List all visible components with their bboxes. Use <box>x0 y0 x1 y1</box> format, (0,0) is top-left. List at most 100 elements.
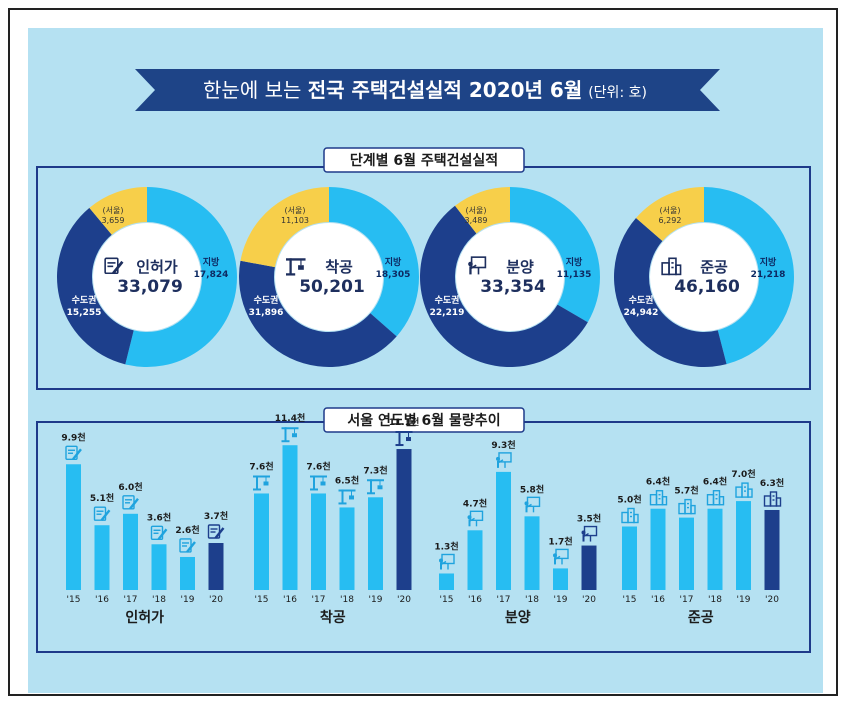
bar-value-label: 6.4천 <box>703 477 727 488</box>
icon-part <box>655 490 664 506</box>
label-metro-value: 31,896 <box>249 308 284 318</box>
icon-part <box>439 558 443 563</box>
bar <box>764 509 780 590</box>
label-regional-value: 17,824 <box>194 270 229 280</box>
section1-title-box <box>323 147 525 173</box>
bar-value-label: 6.5천 <box>335 475 359 486</box>
x-tick-label: '17 <box>312 595 326 605</box>
presenter-board-icon <box>524 496 541 513</box>
banner-text: 한눈에 보는 전국 주택건설실적 2020년 6월 (단위: 호) <box>203 78 647 102</box>
icon-part <box>649 494 658 506</box>
icon-part <box>470 264 477 270</box>
bar-value-label: 6.4천 <box>646 477 670 488</box>
x-tick-label: '20 <box>397 595 411 605</box>
bar-value-label: 7.6천 <box>249 461 273 472</box>
slice-regional <box>125 187 237 367</box>
crane-icon <box>253 475 270 491</box>
presenter-board-icon <box>553 548 569 565</box>
bar-group-title: 준공 <box>688 610 714 626</box>
slice-seoul <box>240 187 329 268</box>
icon-part <box>684 498 692 515</box>
donut-total: 33,354 <box>480 277 546 297</box>
banner-prefix: 한눈에 보는 <box>203 78 308 102</box>
x-tick-label: '18 <box>340 595 354 605</box>
slice-regional <box>510 187 601 323</box>
bar <box>524 516 540 590</box>
label-metro-value: 15,255 <box>67 308 102 318</box>
slice-metro <box>420 205 588 367</box>
crane-icon <box>310 475 327 491</box>
x-tick-label: '17 <box>124 595 138 605</box>
label-regional-name: 지방 <box>760 256 777 268</box>
donut-hole <box>93 223 201 331</box>
icon-part <box>298 265 304 270</box>
bar-group-title: 인허가 <box>125 609 164 626</box>
label-seoul-value: 6,292 <box>659 216 682 225</box>
bar <box>650 508 666 590</box>
bar <box>151 544 167 590</box>
crane-icon <box>367 479 384 495</box>
icon-part <box>440 560 447 566</box>
label-regional-value: 11,135 <box>557 270 592 280</box>
slice-metro <box>239 260 397 368</box>
slice-seoul <box>455 187 510 234</box>
ribbon-shape <box>135 69 720 111</box>
icon-part <box>186 541 196 553</box>
banner-unit: (단위: 호) <box>588 85 647 101</box>
x-tick-label: '16 <box>283 595 297 605</box>
document-pen-icon <box>65 445 82 461</box>
title-banner: 한눈에 보는 전국 주택건설실적 2020년 6월 (단위: 호) <box>135 69 720 111</box>
bar-value-label: 7.3천 <box>363 465 387 476</box>
bar-charts: 9.9천 '15 5.1천 '16 6.0천 '17 3.6천 '18 2.6천 '19 3.7천 '… <box>61 413 784 626</box>
icon-part <box>554 555 561 561</box>
x-tick-label: '16 <box>651 595 665 605</box>
x-tick-label: '20 <box>209 595 223 605</box>
donut-total: 33,079 <box>117 277 183 297</box>
x-tick-label: '18 <box>708 595 722 605</box>
buildings-icon <box>661 257 682 276</box>
bar-value-label: 3.6천 <box>147 512 171 523</box>
presenter-board-icon <box>468 256 487 275</box>
section2-title-box <box>323 407 525 433</box>
icon-part <box>349 495 354 500</box>
slice-seoul <box>636 187 704 241</box>
icon-part <box>712 490 721 506</box>
bar-value-label: 5.7천 <box>674 486 698 497</box>
label-metro-value: 24,942 <box>624 308 659 318</box>
icon-part <box>157 528 168 541</box>
bar <box>467 530 483 590</box>
donut-total: 46,160 <box>674 277 740 297</box>
bar-value-label: 1.3천 <box>434 541 458 552</box>
label-regional-value: 18,305 <box>376 270 411 280</box>
bar <box>311 493 326 590</box>
label-metro-name: 수도권 <box>435 294 460 306</box>
x-tick-label: '17 <box>497 595 511 605</box>
icon-part <box>129 498 139 510</box>
bar-group-1: 9.9천 '15 5.1천 '16 6.0천 '17 3.6천 '18 2.6천 '19 3.7천 '… <box>61 432 228 626</box>
label-seoul-value: 11,103 <box>281 216 309 225</box>
icon-part <box>320 481 326 486</box>
icon-part <box>581 530 586 535</box>
icon-part <box>747 488 753 498</box>
icon-part <box>735 486 743 498</box>
bar <box>254 493 269 590</box>
buildings-icon <box>678 498 696 515</box>
bar <box>123 513 138 590</box>
bar-group-title: 분양 <box>505 610 531 626</box>
x-tick-label: '15 <box>440 595 454 605</box>
section1-title: 단계별 6월 주택건설실적 <box>350 152 498 169</box>
icon-part <box>497 459 504 464</box>
slice-regional <box>329 187 419 337</box>
x-tick-label: '19 <box>554 595 568 605</box>
x-tick-label: '16 <box>95 595 109 605</box>
donut-title: 분양 <box>506 258 534 276</box>
icon-part <box>633 513 639 524</box>
donut-title: 착공 <box>325 258 353 276</box>
icon-part <box>100 509 111 521</box>
label-metro-name: 수도권 <box>629 294 654 306</box>
document-pen-icon <box>122 495 139 510</box>
icon-part <box>524 501 529 506</box>
